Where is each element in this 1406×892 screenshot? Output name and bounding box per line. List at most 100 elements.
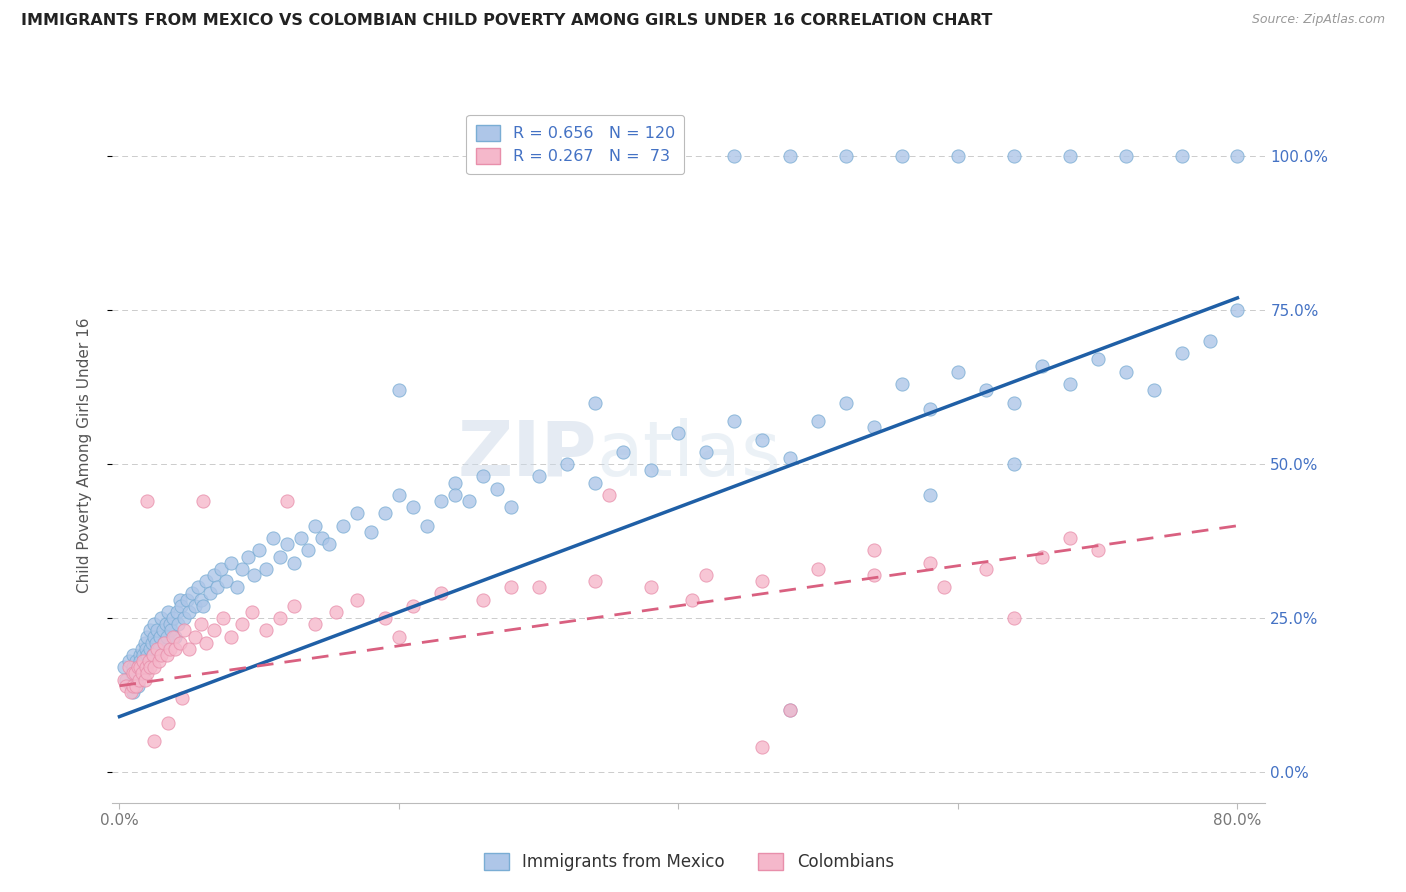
Point — [583, 475, 606, 490]
Point — [136, 648, 159, 662]
Point — [723, 414, 745, 428]
Point — [122, 679, 145, 693]
Point — [135, 660, 157, 674]
Point — [891, 377, 914, 392]
Point — [1170, 346, 1192, 360]
Text: atlas: atlas — [596, 418, 782, 491]
Point — [1002, 395, 1025, 409]
Point — [135, 641, 157, 656]
Point — [138, 654, 160, 668]
Point — [779, 703, 801, 717]
Point — [388, 630, 411, 644]
Point — [332, 518, 354, 533]
Point — [160, 624, 183, 638]
Point — [527, 580, 550, 594]
Point — [155, 617, 177, 632]
Point — [863, 543, 886, 558]
Point — [1339, 149, 1361, 163]
Point — [193, 599, 215, 613]
Point — [120, 679, 142, 693]
Point — [444, 475, 467, 490]
Point — [139, 660, 162, 674]
Point — [207, 580, 229, 594]
Point — [134, 636, 156, 650]
Point — [129, 654, 152, 668]
Point — [430, 586, 453, 600]
Point — [143, 630, 166, 644]
Point — [148, 654, 170, 668]
Text: IMMIGRANTS FROM MEXICO VS COLOMBIAN CHILD POVERTY AMONG GIRLS UNDER 16 CORRELATI: IMMIGRANTS FROM MEXICO VS COLOMBIAN CHIL… — [21, 13, 993, 29]
Point — [134, 654, 156, 668]
Point — [346, 507, 368, 521]
Point — [138, 654, 160, 668]
Point — [242, 568, 264, 582]
Point — [360, 524, 382, 539]
Point — [159, 641, 181, 656]
Y-axis label: Child Poverty Among Girls Under 16: Child Poverty Among Girls Under 16 — [77, 318, 91, 592]
Point — [149, 630, 172, 644]
Point — [204, 624, 226, 638]
Point — [304, 617, 326, 632]
Point — [129, 648, 152, 662]
Point — [125, 673, 148, 687]
Point — [136, 494, 159, 508]
Point — [179, 641, 201, 656]
Point — [131, 666, 153, 681]
Point — [457, 494, 479, 508]
Point — [751, 433, 773, 447]
Point — [918, 488, 941, 502]
Point — [247, 543, 270, 558]
Point — [156, 630, 179, 644]
Point — [1002, 611, 1025, 625]
Point — [807, 414, 830, 428]
Point — [200, 586, 222, 600]
Point — [269, 549, 291, 564]
Point — [124, 666, 146, 681]
Point — [176, 592, 198, 607]
Point — [170, 599, 193, 613]
Point — [1282, 149, 1305, 163]
Point — [583, 395, 606, 409]
Point — [169, 636, 191, 650]
Point — [1226, 149, 1249, 163]
Point — [125, 679, 148, 693]
Point — [374, 611, 396, 625]
Point — [148, 641, 170, 656]
Legend: Immigrants from Mexico, Colombians: Immigrants from Mexico, Colombians — [478, 847, 900, 878]
Point — [193, 494, 215, 508]
Point — [157, 605, 180, 619]
Point — [122, 660, 145, 674]
Point — [471, 592, 494, 607]
Point — [1031, 549, 1053, 564]
Point — [835, 149, 858, 163]
Point — [143, 734, 166, 748]
Point — [132, 666, 155, 681]
Point — [918, 556, 941, 570]
Point — [304, 518, 326, 533]
Point — [807, 562, 830, 576]
Point — [121, 666, 143, 681]
Point — [135, 660, 157, 674]
Point — [145, 636, 167, 650]
Point — [162, 630, 184, 644]
Point — [143, 617, 166, 632]
Point — [152, 624, 174, 638]
Point — [146, 624, 169, 638]
Point — [225, 580, 247, 594]
Point — [115, 673, 138, 687]
Point — [118, 654, 141, 668]
Point — [118, 660, 141, 674]
Point — [215, 574, 238, 589]
Point — [1115, 365, 1137, 379]
Text: Source: ZipAtlas.com: Source: ZipAtlas.com — [1251, 13, 1385, 27]
Point — [779, 149, 801, 163]
Point — [236, 549, 259, 564]
Point — [146, 641, 169, 656]
Point — [779, 703, 801, 717]
Point — [388, 488, 411, 502]
Point — [499, 500, 522, 515]
Point — [131, 660, 153, 674]
Point — [918, 401, 941, 416]
Point — [179, 605, 201, 619]
Point — [169, 592, 191, 607]
